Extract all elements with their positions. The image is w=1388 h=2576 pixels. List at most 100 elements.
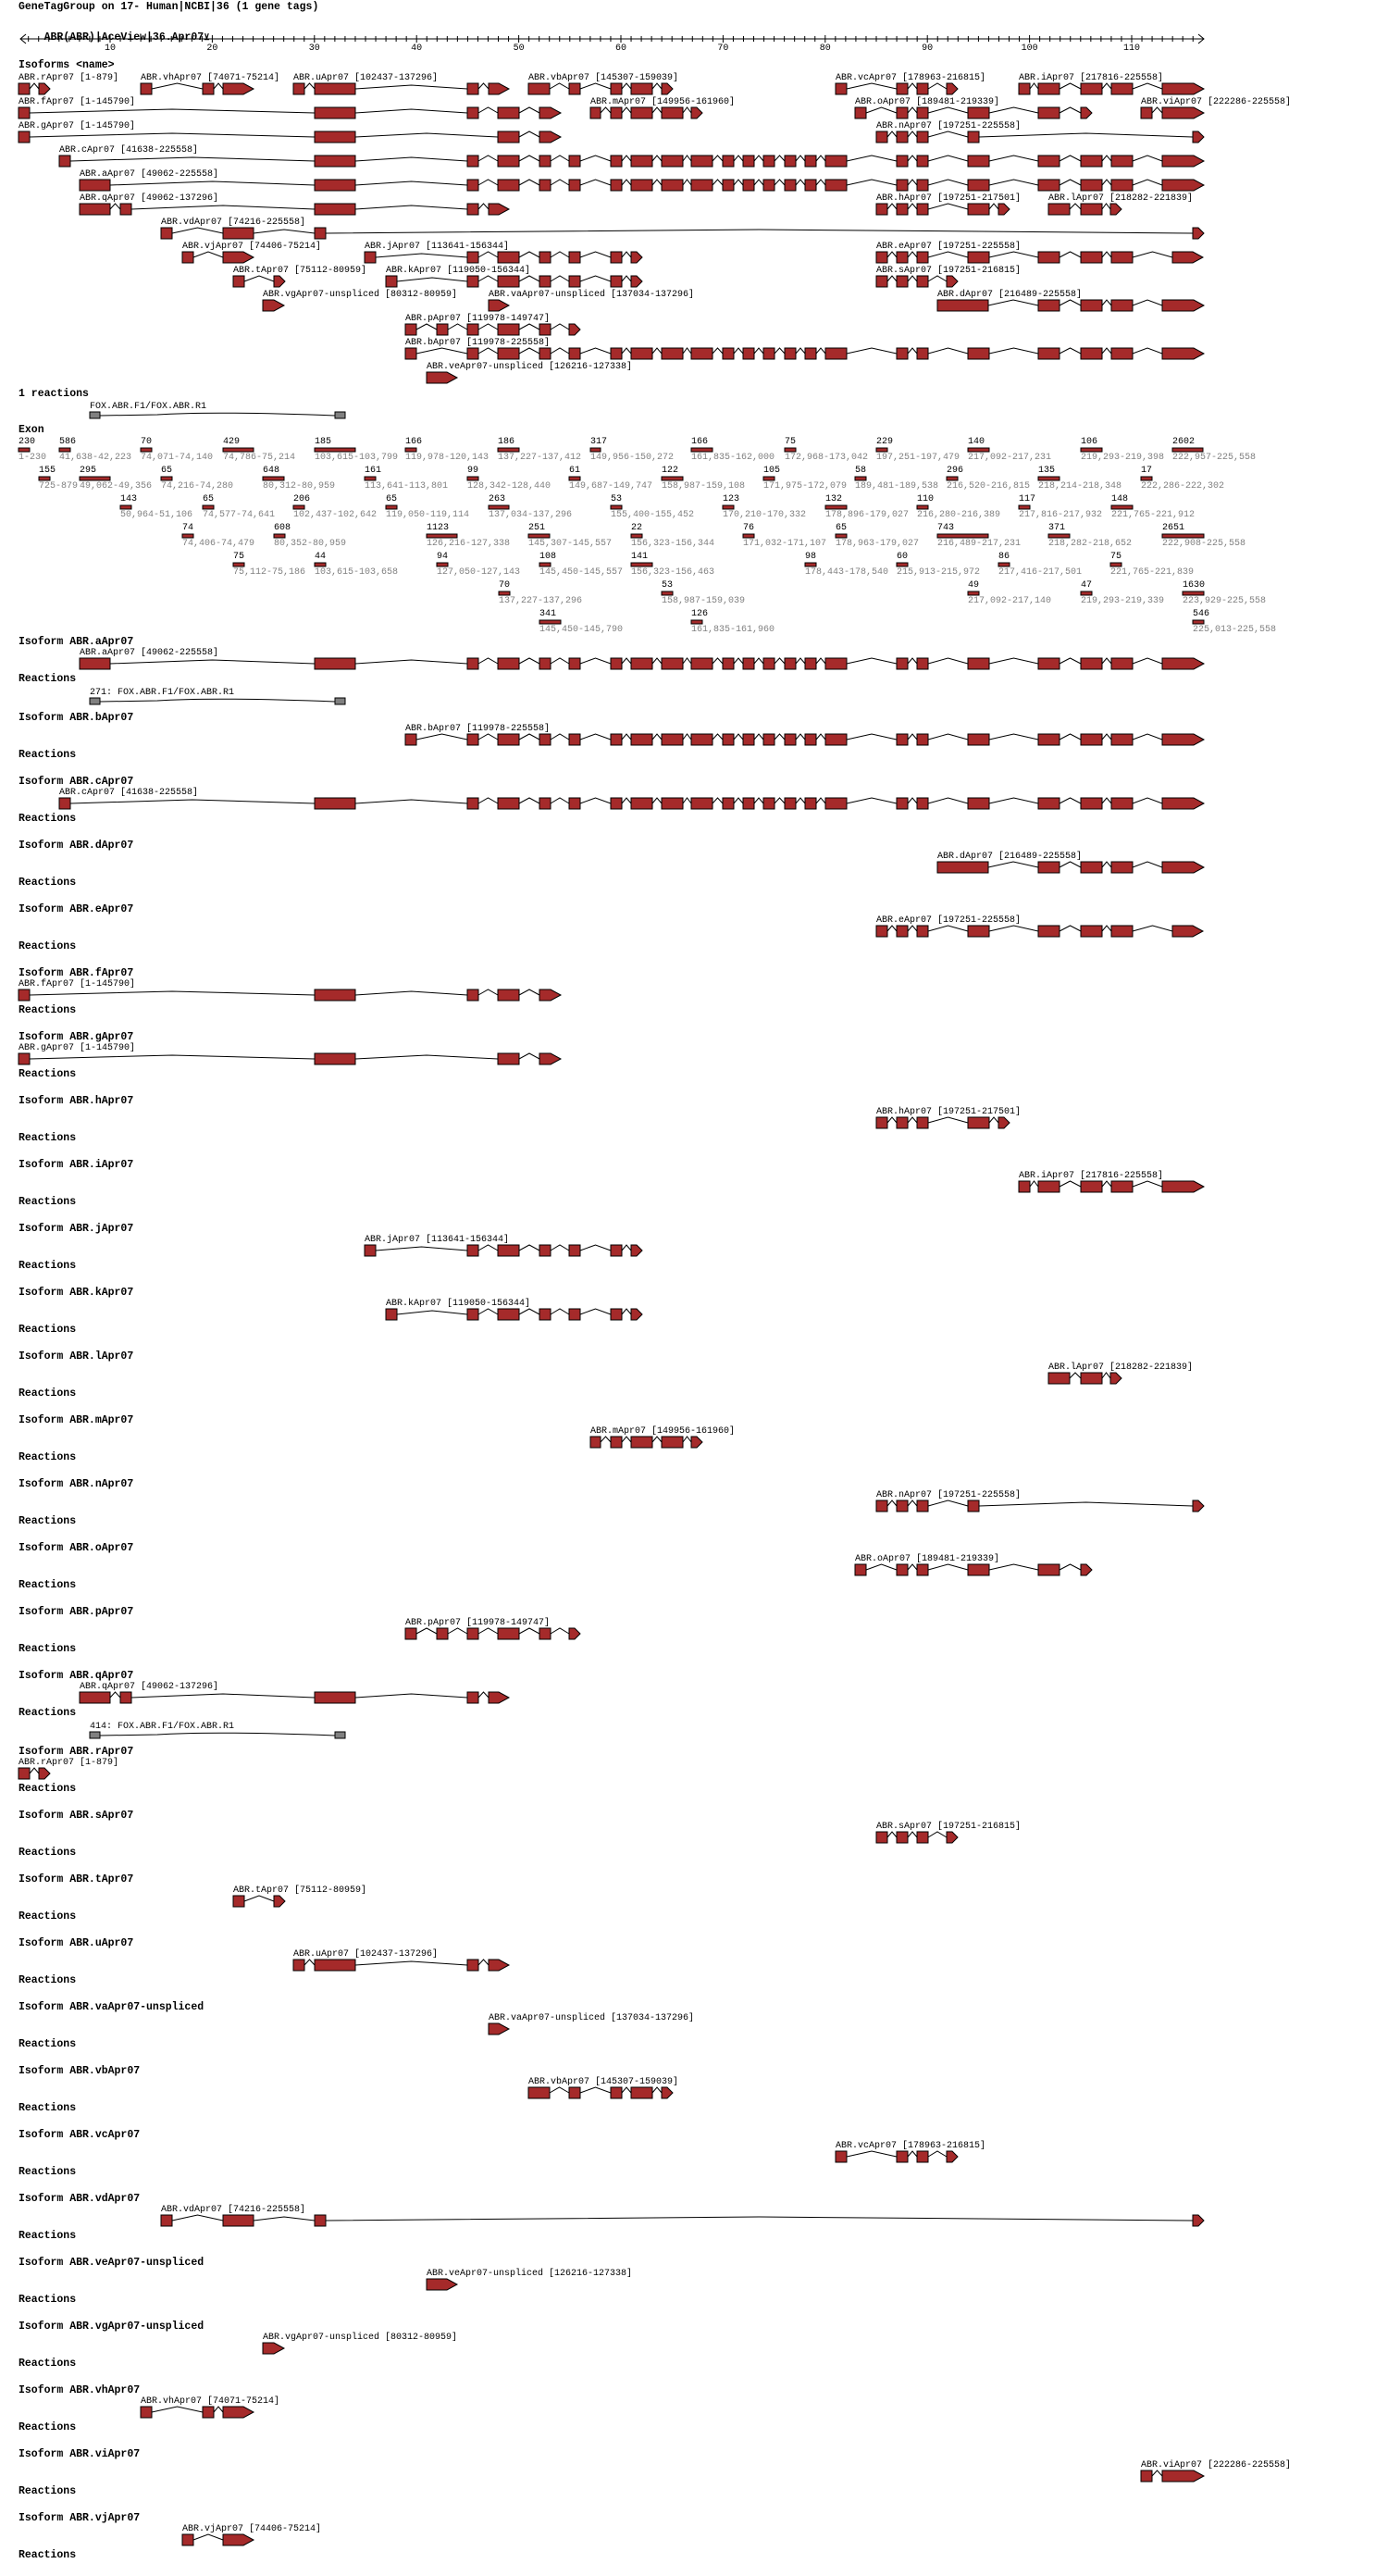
exon-arrow[interactable] [1109, 1372, 1122, 1385]
exon-block[interactable] [385, 275, 398, 288]
exon-block[interactable] [610, 347, 623, 360]
exon-block[interactable] [967, 1563, 990, 1576]
exon-block[interactable] [916, 155, 929, 168]
exon-block[interactable] [539, 797, 551, 810]
isoform-label[interactable]: ABR.hApr07 [197251-217501] [876, 1107, 1022, 1117]
exon-arrow[interactable] [222, 82, 255, 95]
exon-block[interactable] [742, 179, 755, 192]
exon-block[interactable] [314, 1052, 356, 1065]
exon-arrow[interactable] [630, 251, 643, 264]
exon-arrow[interactable] [539, 131, 563, 143]
exon-block[interactable] [630, 1436, 653, 1449]
exon-block[interactable] [896, 275, 909, 288]
exon-block[interactable] [1110, 251, 1134, 264]
exon-block[interactable] [497, 106, 520, 119]
isoform-label[interactable]: ABR.gApr07 [1-145790] [19, 1043, 136, 1053]
exon-block[interactable] [1110, 299, 1134, 312]
exon-block[interactable] [497, 1627, 520, 1640]
exon-block[interactable] [1037, 797, 1060, 810]
isoform-label[interactable]: ABR.dApr07 [216489-225558] [937, 852, 1083, 862]
exon-block[interactable] [630, 179, 653, 192]
exon-block[interactable] [1037, 251, 1060, 264]
exon-block[interactable] [1037, 347, 1060, 360]
exon-block[interactable] [466, 1627, 479, 1640]
exon-block[interactable] [1037, 733, 1060, 746]
exon-block[interactable] [784, 155, 797, 168]
exon-arrow[interactable] [539, 106, 563, 119]
exon-block[interactable] [222, 227, 254, 240]
exon-block[interactable] [1037, 925, 1060, 938]
exon-arrow[interactable] [1161, 797, 1206, 810]
isoform-label[interactable]: ABR.bApr07 [119978-225558] [405, 724, 551, 734]
exon-arrow[interactable] [222, 2406, 255, 2419]
exon-block[interactable] [916, 1563, 929, 1576]
isoform-label[interactable]: ABR.cApr07 [41638-225558] [59, 788, 199, 798]
isoform-label[interactable]: ABR.mApr07 [149956-161960] [590, 1426, 736, 1437]
isoform-label[interactable]: ABR.sApr07 [197251-216815] [876, 1822, 1022, 1832]
exon-block[interactable] [314, 2214, 327, 2227]
exon-block[interactable] [497, 347, 520, 360]
exon-block[interactable] [762, 797, 775, 810]
exon-block[interactable] [610, 1436, 623, 1449]
exon-arrow[interactable] [568, 1627, 581, 1640]
exon-block[interactable] [1080, 179, 1103, 192]
exon-block[interactable] [466, 797, 479, 810]
exon-block[interactable] [436, 1627, 449, 1640]
exon-arrow[interactable] [222, 251, 255, 264]
exon-block[interactable] [835, 2150, 848, 2163]
exon-block[interactable] [140, 2406, 153, 2419]
exon-block[interactable] [385, 1308, 398, 1321]
isoform-label[interactable]: ABR.veApr07-unspliced [126216-127338] [427, 2269, 633, 2279]
isoform-label[interactable]: ABR.vgApr07-unspliced [80312-80959] [263, 2333, 458, 2343]
exon-block[interactable] [314, 1959, 356, 1972]
exon-arrow[interactable] [946, 82, 959, 95]
exon-block[interactable] [967, 155, 990, 168]
exon-block[interactable] [497, 275, 520, 288]
page-title-link[interactable]: GeneTagGroup on 17- Human|NCBI|36 (1 gen… [19, 1, 319, 13]
isoform-label[interactable]: ABR.lApr07 [218282-221839] [1048, 1363, 1194, 1373]
exon-block[interactable] [661, 797, 684, 810]
exon-block[interactable] [824, 347, 848, 360]
isoform-label[interactable]: ABR.qApr07 [49062-137296] [80, 1682, 219, 1692]
exon-block[interactable] [1080, 347, 1103, 360]
exon-block[interactable] [497, 323, 520, 336]
exon-block[interactable] [527, 2086, 551, 2099]
exon-block[interactable] [568, 179, 581, 192]
exon-arrow[interactable] [1161, 733, 1206, 746]
exon-arrow[interactable] [1161, 82, 1206, 95]
exon-arrow[interactable] [1161, 179, 1206, 192]
exon-block[interactable] [1110, 1180, 1134, 1193]
exon-block[interactable] [610, 1244, 623, 1257]
gene-tag-link[interactable]: ABR(ABR)|AceView|36.Apr07⊻ [19, 19, 210, 57]
exon-block[interactable] [466, 323, 479, 336]
exon-block[interactable] [804, 657, 817, 670]
exon-block[interactable] [1080, 251, 1103, 264]
exon-block[interactable] [1080, 1372, 1103, 1385]
exon-block[interactable] [630, 106, 653, 119]
exon-block[interactable] [916, 347, 929, 360]
primer-reverse-box[interactable] [334, 1731, 346, 1739]
exon-block[interactable] [824, 155, 848, 168]
exon-arrow[interactable] [488, 203, 511, 216]
exon-arrow[interactable] [1161, 657, 1206, 670]
exon-block[interactable] [497, 797, 520, 810]
exon-block[interactable] [722, 155, 735, 168]
isoform-label[interactable]: ABR.eApr07 [197251-225558] [876, 242, 1022, 252]
exon-block[interactable] [539, 733, 551, 746]
isoform-label[interactable]: ABR.fApr07 [1-145790] [19, 97, 136, 107]
exon-block[interactable] [119, 1691, 132, 1704]
exon-block[interactable] [1110, 347, 1134, 360]
isoform-label[interactable]: ABR.vaApr07-unspliced [137034-137296] [489, 290, 695, 300]
isoform-label[interactable]: ABR.vbApr07 [145307-159039] [528, 73, 679, 83]
exon-arrow[interactable] [1161, 299, 1206, 312]
isoform-label[interactable]: ABR.kApr07 [119050-156344] [386, 266, 531, 276]
exon-arrow[interactable] [273, 275, 286, 288]
exon-block[interactable] [896, 1831, 909, 1844]
exon-block[interactable] [466, 1244, 479, 1257]
exon-block[interactable] [875, 251, 888, 264]
exon-block[interactable] [18, 131, 31, 143]
exon-block[interactable] [404, 347, 417, 360]
exon-block[interactable] [875, 131, 888, 143]
exon-block[interactable] [936, 861, 989, 874]
isoform-label[interactable]: ABR.viApr07 [222286-225558] [1141, 2460, 1292, 2470]
